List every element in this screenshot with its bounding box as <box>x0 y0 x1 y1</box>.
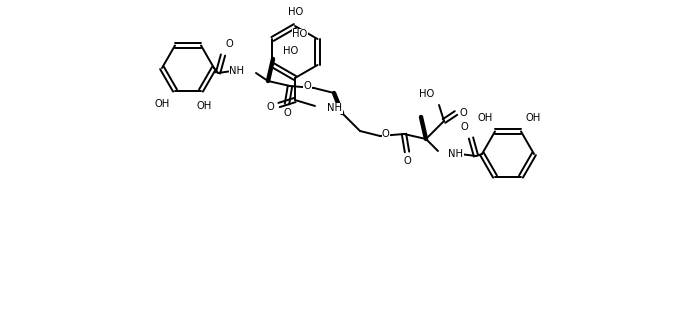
Text: OH: OH <box>526 114 541 123</box>
Text: O: O <box>382 129 390 139</box>
Text: O: O <box>460 122 468 132</box>
Text: OH: OH <box>155 99 170 108</box>
Text: NH: NH <box>229 66 244 76</box>
Text: HO: HO <box>288 7 304 17</box>
Text: O: O <box>303 81 311 91</box>
Text: O: O <box>267 102 274 112</box>
Text: O: O <box>226 39 234 49</box>
Text: OH: OH <box>197 100 211 111</box>
Text: O: O <box>283 108 291 118</box>
Text: HO: HO <box>283 46 299 56</box>
Text: OH: OH <box>478 114 493 123</box>
Text: O: O <box>460 108 468 118</box>
Text: HO: HO <box>292 29 307 39</box>
Text: O: O <box>403 156 411 166</box>
Text: HO: HO <box>419 89 434 99</box>
Text: NH: NH <box>448 149 463 159</box>
Text: NH: NH <box>327 103 342 113</box>
